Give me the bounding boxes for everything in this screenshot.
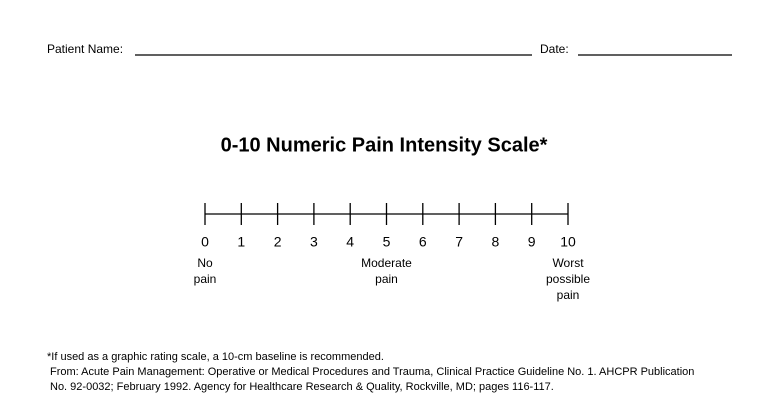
anchor-label: pain bbox=[194, 272, 217, 286]
footnote-line: *If used as a graphic rating scale, a 10… bbox=[47, 351, 384, 363]
name-label: Patient Name: bbox=[47, 42, 123, 56]
scale-number: 10 bbox=[560, 234, 576, 250]
footnote-line: From: Acute Pain Management: Operative o… bbox=[50, 366, 694, 378]
scale-number: 2 bbox=[274, 234, 282, 250]
scale-number: 8 bbox=[492, 234, 500, 250]
anchor-label: pain bbox=[557, 288, 580, 302]
anchor-label: Worst bbox=[552, 256, 584, 270]
anchor-label: Moderate bbox=[361, 256, 412, 270]
anchor-label: No bbox=[197, 256, 213, 270]
anchor-label: possible bbox=[546, 272, 590, 286]
date-label: Date: bbox=[540, 42, 569, 56]
scale-number: 3 bbox=[310, 234, 318, 250]
footnote-line: No. 92-0032; February 1992. Agency for H… bbox=[50, 381, 554, 393]
title: 0-10 Numeric Pain Intensity Scale* bbox=[221, 134, 548, 156]
scale-number: 5 bbox=[383, 234, 391, 250]
scale-number: 6 bbox=[419, 234, 427, 250]
scale-number: 7 bbox=[455, 234, 463, 250]
scale-number: 4 bbox=[346, 234, 354, 250]
scale-number: 0 bbox=[201, 234, 209, 250]
scale-number: 1 bbox=[237, 234, 245, 250]
scale-number: 9 bbox=[528, 234, 536, 250]
anchor-label: pain bbox=[375, 272, 398, 286]
